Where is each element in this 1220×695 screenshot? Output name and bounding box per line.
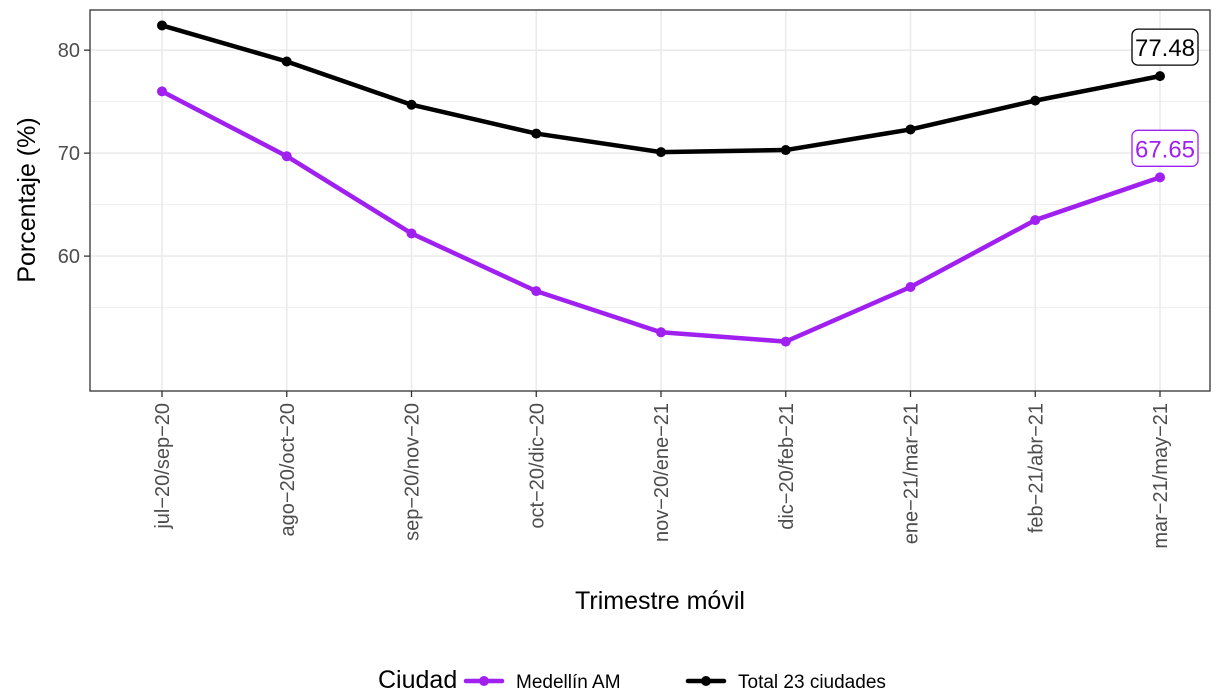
x-tick-label: jul−20/sep−20 [152, 403, 174, 530]
data-point [1030, 215, 1041, 226]
data-point [780, 336, 791, 347]
legend-title: Ciudad [378, 666, 457, 694]
x-axis: jul−20/sep−20 ago−20/oct−20 sep−20/nov−20 o… [152, 391, 1172, 549]
data-point [1030, 95, 1041, 106]
data-point [905, 124, 916, 135]
y-tick-label: 60 [58, 246, 80, 268]
x-tick-label: feb−21/abr−21 [1025, 403, 1047, 533]
y-tick-label: 70 [58, 143, 80, 165]
series-1 [157, 20, 1165, 158]
x-tick-label: nov−20/ene−21 [651, 403, 673, 542]
y-axis: 60 70 80 [58, 40, 90, 268]
legend-label: Medellín AM [516, 672, 621, 693]
legend-label: Total 23 ciudades [738, 672, 886, 693]
data-point [157, 86, 167, 97]
data-point [406, 99, 417, 110]
data-point [531, 286, 542, 297]
legend-item-1: Total 23 ciudades [685, 672, 886, 693]
legend: Ciudad Medellín AM Total 23 ciudades [378, 666, 886, 694]
legend-item-0: Medellín AM [463, 672, 621, 693]
x-tick-label: oct−20/dic−20 [526, 403, 548, 529]
x-tick-label: ago−20/oct−20 [277, 403, 299, 536]
y-axis-title: Porcentaje (%) [13, 117, 41, 282]
y-tick-label: 80 [58, 40, 80, 62]
data-point [1155, 172, 1165, 183]
x-axis-title: Trimestre móvil [575, 587, 745, 615]
legend-items: Medellín AM Total 23 ciudades [463, 672, 886, 693]
data-point [281, 56, 292, 67]
legend-key-point [701, 676, 711, 686]
data-point [281, 151, 292, 162]
series-0 [157, 86, 1165, 347]
x-tick-label: dic−20/feb−21 [776, 403, 798, 530]
data-point [656, 147, 666, 158]
end-label-0: 67.65 [1131, 129, 1199, 167]
end-label-box [1131, 28, 1199, 66]
series-layer [157, 20, 1165, 347]
data-point [780, 145, 791, 156]
end-labels-layer: 67.65 77.48 [1131, 28, 1199, 167]
data-point [1155, 71, 1165, 82]
data-point [656, 327, 666, 338]
x-tick-label: mar−21/may−21 [1150, 403, 1172, 549]
plot-panel-border [89, 9, 1211, 392]
end-label-text: 67.65 [1135, 136, 1195, 163]
data-point [531, 128, 542, 139]
x-tick-label: sep−20/nov−20 [402, 403, 424, 541]
x-tick-label: ene−21/mar−21 [901, 403, 923, 544]
legend-key-point [479, 676, 489, 686]
data-point [157, 20, 167, 31]
end-label-1: 77.48 [1131, 28, 1199, 66]
data-point [406, 228, 417, 239]
end-label-text: 77.48 [1135, 35, 1195, 62]
data-point [905, 281, 916, 292]
end-label-box [1131, 129, 1199, 167]
